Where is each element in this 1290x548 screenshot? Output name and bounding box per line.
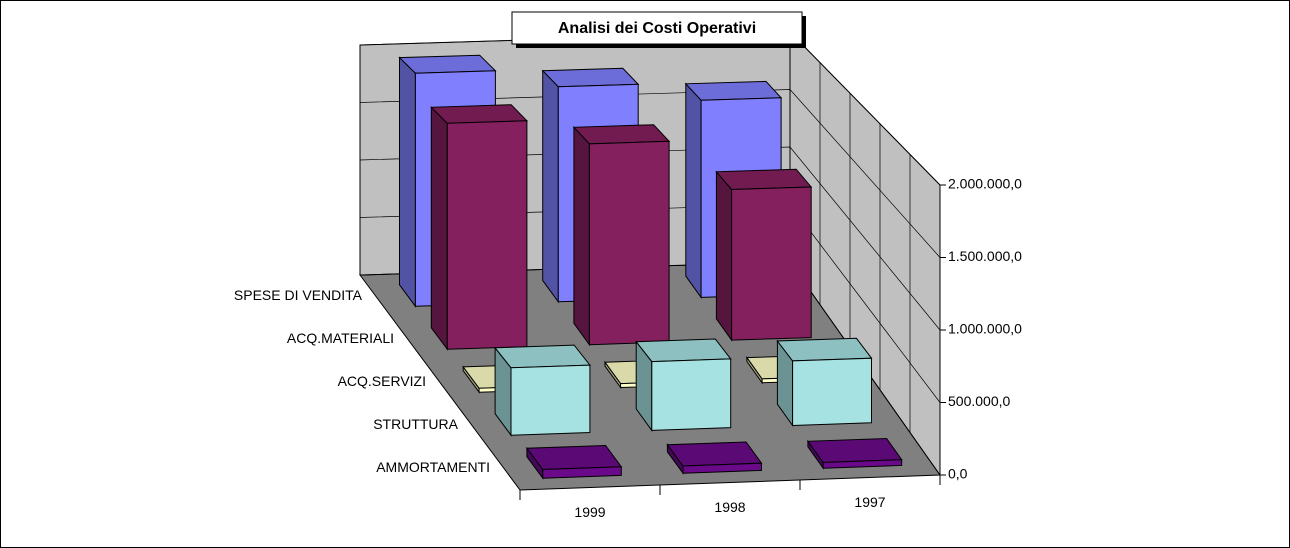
bar-top [572,124,671,145]
series-label: SPESE DI VENDITA [234,287,363,303]
bar [651,358,732,431]
y-tick-label: 2.000.000,0 [948,176,1022,192]
chart-title: Analisi dei Costi Operativi [558,20,756,37]
x-tick-label: 1999 [574,504,605,520]
y-tick-label: 500.000,0 [948,393,1010,409]
bar [792,357,872,427]
y-tick-label: 1.000.000,0 [948,321,1022,337]
bar-top [398,54,497,74]
bar [588,140,670,346]
y-tick-label: 0,0 [948,466,968,482]
bar-top [525,444,623,471]
bar [510,364,591,436]
series-label: STRUTTURA [373,416,458,432]
bar [731,186,812,341]
bar-side [430,106,448,351]
bar-top [430,104,529,124]
bar-top [715,168,813,191]
x-tick-label: 1998 [714,499,745,515]
bar-top [666,441,763,467]
bar [542,466,622,479]
bar [822,459,903,469]
series-label: ACQ.SERVIZI [338,373,426,389]
bar-top [494,344,591,369]
bar-top [541,67,640,88]
bar [446,120,528,350]
title-box [511,11,803,45]
bar-side [685,82,702,299]
plot: 0,0 500.000,0 1.000.000,0 1.500.000,0 2.000.… [234,30,1022,520]
bar-top [806,437,903,464]
bar [682,462,762,474]
series-label: ACQ.MATERIALI [287,330,394,346]
grid-line [359,89,941,258]
bar-side [715,170,733,342]
x-tick-label: 1997 [854,494,885,510]
bar-top [776,337,873,362]
bar-side [542,69,559,304]
series-label: AMMORTAMENTI [376,459,490,475]
bar-top [684,80,783,101]
bar-side [573,126,590,347]
bar-top [635,338,732,363]
y-tick-label: 1.500.000,0 [948,248,1022,264]
bar-side [399,56,416,308]
